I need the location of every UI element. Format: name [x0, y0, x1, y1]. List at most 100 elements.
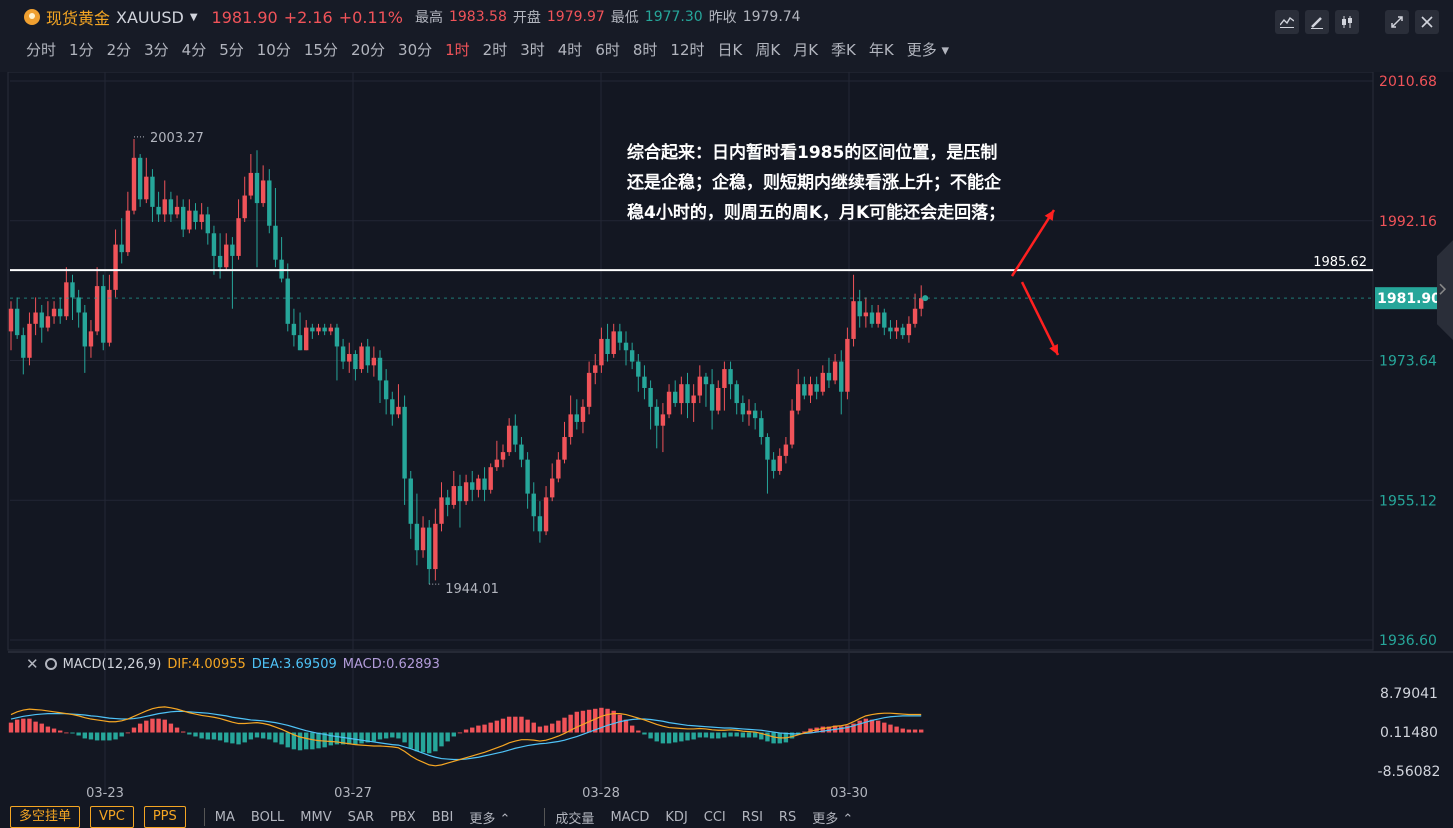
sub-indicator-tab[interactable]: RS	[778, 809, 797, 825]
macd-histogram-bar	[912, 729, 918, 733]
period-tab[interactable]: 2分	[106, 41, 132, 59]
bottom-button[interactable]: VPC	[90, 806, 134, 828]
macd-histogram-bar	[76, 732, 81, 736]
macd-histogram-bar	[550, 723, 555, 733]
macd-histogram-bar	[451, 732, 456, 737]
chart-area[interactable]: 1985.62 1981.90 2003.27 1944.01 2010.68 1992…	[0, 72, 1453, 806]
period-tab[interactable]: 15分	[303, 41, 338, 59]
close-icon[interactable]	[1415, 10, 1439, 34]
period-tab[interactable]: 周K	[755, 41, 781, 59]
indicator-icon[interactable]	[1275, 10, 1299, 34]
bottom-button[interactable]: PPS	[143, 806, 186, 828]
candle-body	[433, 523, 438, 570]
gear-icon[interactable]	[44, 658, 57, 670]
candle-body	[642, 376, 647, 388]
period-tab[interactable]: 分时	[26, 41, 57, 59]
macd-histogram-bar	[740, 732, 746, 738]
period-tab[interactable]: 月K	[793, 41, 819, 59]
symbol-name[interactable]: 现货黄金	[46, 9, 111, 28]
period-tab[interactable]: 30分	[398, 41, 433, 59]
candle-body	[482, 478, 487, 490]
candle-body	[181, 206, 186, 230]
macd-histogram-bar	[752, 732, 758, 738]
macd-histogram-bar	[660, 732, 666, 744]
macd-histogram-bar	[14, 719, 20, 733]
macd-histogram-bar	[648, 732, 653, 739]
period-tab[interactable]: 8时	[632, 41, 658, 59]
period-tab[interactable]: 1分	[69, 41, 94, 59]
up-arrow-head	[1044, 210, 1054, 221]
macd-histogram-bar	[125, 732, 131, 734]
sub-indicator-tab[interactable]: KDJ	[665, 809, 688, 825]
symbol-code[interactable]: XAUUSD	[116, 7, 184, 27]
period-tab[interactable]: 2时	[482, 41, 508, 59]
candle-body	[291, 323, 297, 336]
draw-icon[interactable]	[1305, 10, 1329, 34]
period-tab[interactable]: 更多 ▾	[906, 41, 950, 59]
macd-histogram-bar	[408, 732, 413, 749]
macd-histogram-bar	[211, 732, 217, 740]
main-indicator-tab[interactable]: MMV	[300, 809, 332, 825]
candle-body	[365, 346, 370, 366]
candle-body	[783, 444, 789, 456]
period-tab[interactable]: 6时	[595, 41, 620, 59]
macd-histogram-bar	[543, 725, 549, 733]
main-indicator-tab[interactable]: 更多 ⌃	[469, 811, 511, 827]
macd-histogram-bar	[599, 707, 604, 733]
gold-coin-icon	[24, 9, 40, 25]
sub-indicator-tab[interactable]: CCI	[703, 809, 726, 825]
candle-body	[654, 406, 659, 426]
macd-histogram-bar	[513, 716, 518, 733]
candle-type-icon[interactable]	[1335, 10, 1359, 34]
period-tab[interactable]: 10分	[256, 41, 291, 59]
candle-body	[777, 455, 782, 471]
period-tab[interactable]: 年K	[868, 41, 894, 59]
candle-body	[906, 323, 912, 336]
macd-histogram-bar	[427, 732, 432, 754]
period-tab[interactable]: 4分	[181, 41, 207, 59]
period-tab[interactable]: 20分	[350, 41, 386, 59]
macd-histogram-bar	[875, 720, 881, 733]
fullscreen-icon[interactable]	[1385, 10, 1409, 34]
period-tab[interactable]: 1时	[445, 41, 470, 59]
period-tab[interactable]: 12时	[670, 41, 705, 59]
macd-histogram-bar	[746, 732, 752, 738]
macd-histogram-bar	[260, 732, 266, 739]
macd-histogram-bar	[82, 732, 87, 739]
main-indicator-tab[interactable]: SAR	[347, 809, 375, 825]
bottom-indicator-bar: 多空挂单 VPC PPS MA BOLL MMV SAR PBX BBI 更多 ⌃ 成交量 MACD K…	[0, 806, 1453, 828]
period-tab[interactable]: 3时	[520, 41, 545, 59]
prev-close-label: 昨收	[708, 10, 737, 26]
candle-body	[832, 361, 838, 381]
main-indicator-tab[interactable]: MA	[214, 809, 235, 825]
period-tab[interactable]: 4时	[557, 41, 583, 59]
macd-histogram-bar	[709, 732, 715, 739]
period-tab[interactable]: 季K	[831, 41, 856, 59]
period-tab[interactable]: 5分	[219, 41, 244, 59]
main-indicator-tab[interactable]: BOLL	[250, 809, 285, 825]
macd-histogram-bar	[869, 719, 875, 733]
x-tick-label: 03-30	[830, 786, 868, 801]
candle-body	[113, 244, 118, 290]
bottom-button[interactable]: 多空挂单	[10, 806, 81, 828]
macd-histogram-bar	[224, 732, 229, 743]
chevron-down-icon[interactable]: ▼	[189, 11, 198, 23]
candle-body	[70, 282, 75, 298]
main-indicator-tab[interactable]: BBI	[431, 809, 454, 825]
open-value: 1979.97	[546, 9, 605, 25]
period-tab[interactable]: 3分	[144, 41, 169, 59]
candle-body	[734, 384, 739, 404]
candle-body	[408, 478, 413, 524]
sub-indicator-tab[interactable]: 更多 ⌃	[812, 811, 854, 827]
macd-histogram-bar	[906, 729, 912, 733]
close-macd-icon[interactable]: ✕	[26, 655, 39, 673]
main-indicator-tab[interactable]: PBX	[390, 809, 416, 825]
candle-body	[125, 210, 131, 253]
sub-indicator-tab[interactable]: RSI	[741, 809, 763, 825]
period-tab[interactable]: 日K	[717, 41, 743, 59]
sub-indicator-tab[interactable]: 成交量	[555, 811, 595, 827]
candle-body	[267, 180, 272, 226]
macd-histogram-bar	[21, 718, 26, 733]
candle-body	[230, 244, 235, 256]
sub-indicator-tab[interactable]: MACD	[610, 809, 650, 825]
